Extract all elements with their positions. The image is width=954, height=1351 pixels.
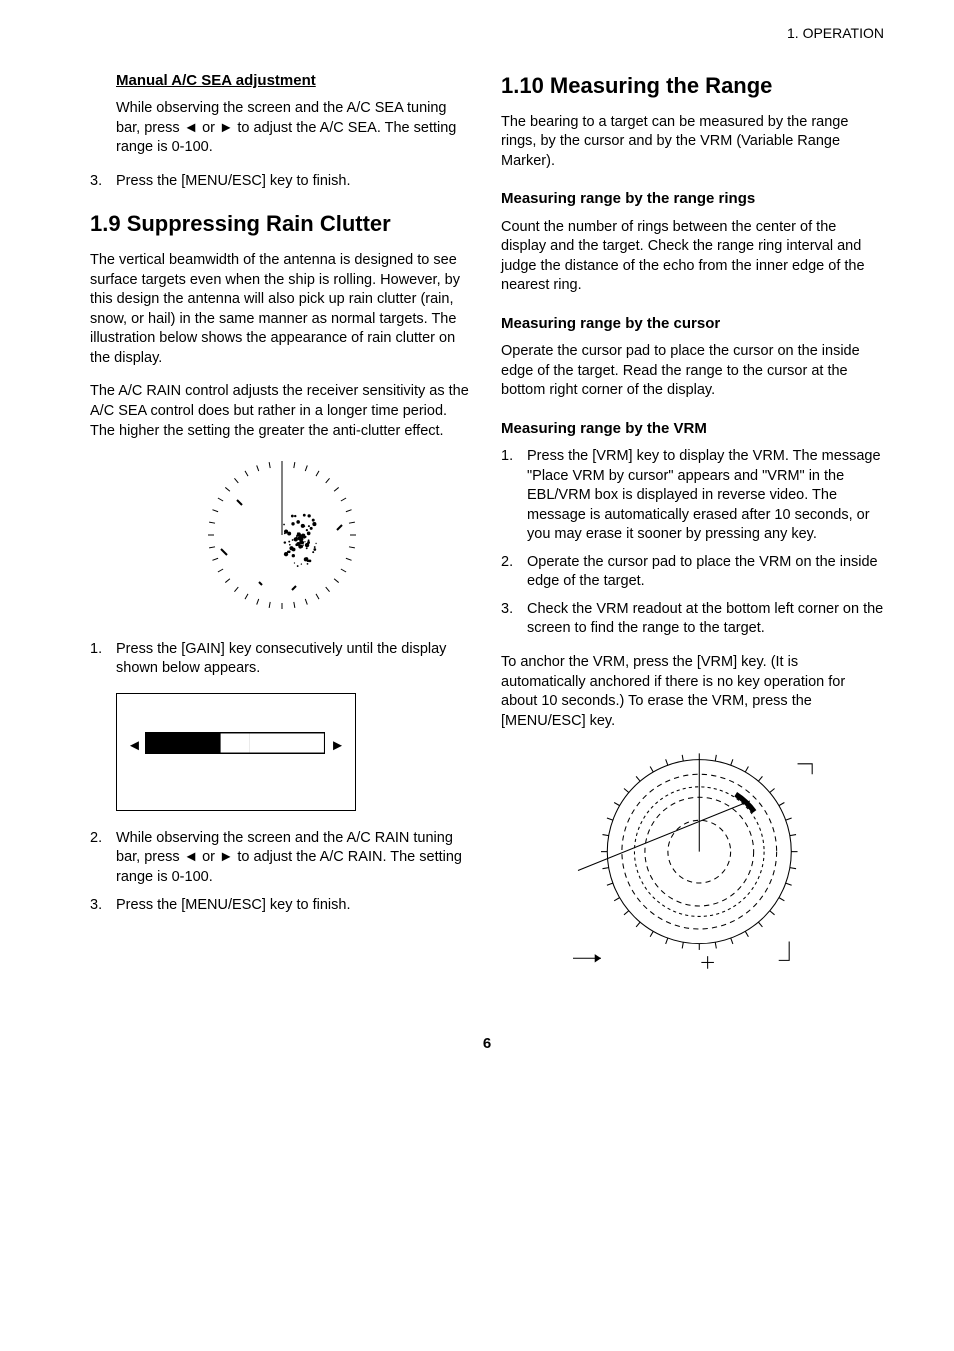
vrm-figure bbox=[501, 745, 884, 982]
list-number: 2. bbox=[501, 553, 527, 592]
list-number: 3. bbox=[90, 172, 116, 192]
rain-clutter-svg bbox=[202, 455, 362, 615]
sec19-step1: Press the [GAIN] key consecutively until… bbox=[116, 640, 473, 679]
list-number: 1. bbox=[90, 640, 116, 679]
tuning-right-arrow: ► bbox=[327, 732, 345, 761]
section-1-10-title: 1.10 Measuring the Range bbox=[501, 71, 884, 101]
manual-ac-sea-body: While observing the screen and the A/C S… bbox=[116, 99, 473, 158]
vrm-step3: Check the VRM readout at the bottom left… bbox=[527, 600, 884, 639]
tuning-left-arrow: ◄ bbox=[127, 732, 145, 761]
list-number: 2. bbox=[90, 829, 116, 888]
sec110-intro: The bearing to a target can be measured … bbox=[501, 113, 884, 172]
manual-step3: Press the [MENU/ESC] key to finish. bbox=[116, 172, 473, 192]
p-cursor: Operate the cursor pad to place the curs… bbox=[501, 342, 884, 401]
list-number: 3. bbox=[501, 600, 527, 639]
vrm-step1: Press the [VRM] key to display the VRM. … bbox=[527, 447, 884, 545]
vrm-step2: Operate the cursor pad to place the VRM … bbox=[527, 553, 884, 592]
sec19-step3: Press the [MENU/ESC] key to finish. bbox=[116, 896, 473, 916]
section-1-9-title: 1.9 Suppressing Rain Clutter bbox=[90, 209, 473, 239]
tuning-bar-box: ◄ ► bbox=[116, 693, 356, 811]
sub-cursor: Measuring range by the cursor bbox=[501, 314, 884, 334]
left-column: Manual A/C SEA adjustment While observin… bbox=[90, 71, 473, 1000]
right-column: 1.10 Measuring the Range The bearing to … bbox=[501, 71, 884, 1000]
rain-clutter-figure bbox=[90, 455, 473, 622]
tuning-bar bbox=[145, 732, 325, 754]
list-number: 1. bbox=[501, 447, 527, 545]
p-range-rings: Count the number of rings between the ce… bbox=[501, 218, 884, 296]
page-number: 6 bbox=[90, 1034, 884, 1054]
sec19-p2: The A/C RAIN control adjusts the receive… bbox=[90, 382, 473, 441]
page-header: 1. OPERATION bbox=[90, 24, 884, 43]
vrm-svg bbox=[573, 745, 813, 975]
list-number: 3. bbox=[90, 896, 116, 916]
vrm-anchor-p: To anchor the VRM, press the [VRM] key. … bbox=[501, 653, 884, 731]
sub-vrm: Measuring range by the VRM bbox=[501, 419, 884, 439]
sec19-p1: The vertical beamwidth of the antenna is… bbox=[90, 251, 473, 368]
sub-range-rings: Measuring range by the range rings bbox=[501, 189, 884, 209]
manual-ac-sea-heading: Manual A/C SEA adjustment bbox=[116, 71, 473, 91]
sec19-step2: While observing the screen and the A/C R… bbox=[116, 829, 473, 888]
